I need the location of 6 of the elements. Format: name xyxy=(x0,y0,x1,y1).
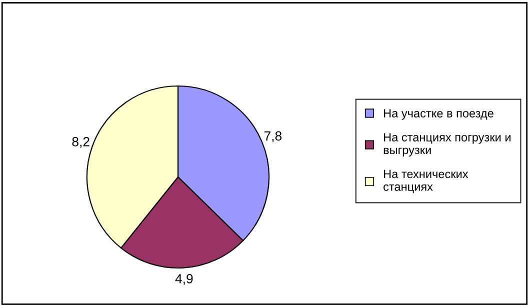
legend-label: На станциях погрузки и выгрузки xyxy=(384,133,510,156)
data-label: 4,9 xyxy=(175,274,193,285)
legend-label: На участке в поезде xyxy=(384,109,494,120)
data-label: 8,2 xyxy=(72,137,90,148)
legend-label: На технических станциях xyxy=(384,170,468,194)
data-label: 7,8 xyxy=(264,131,282,142)
